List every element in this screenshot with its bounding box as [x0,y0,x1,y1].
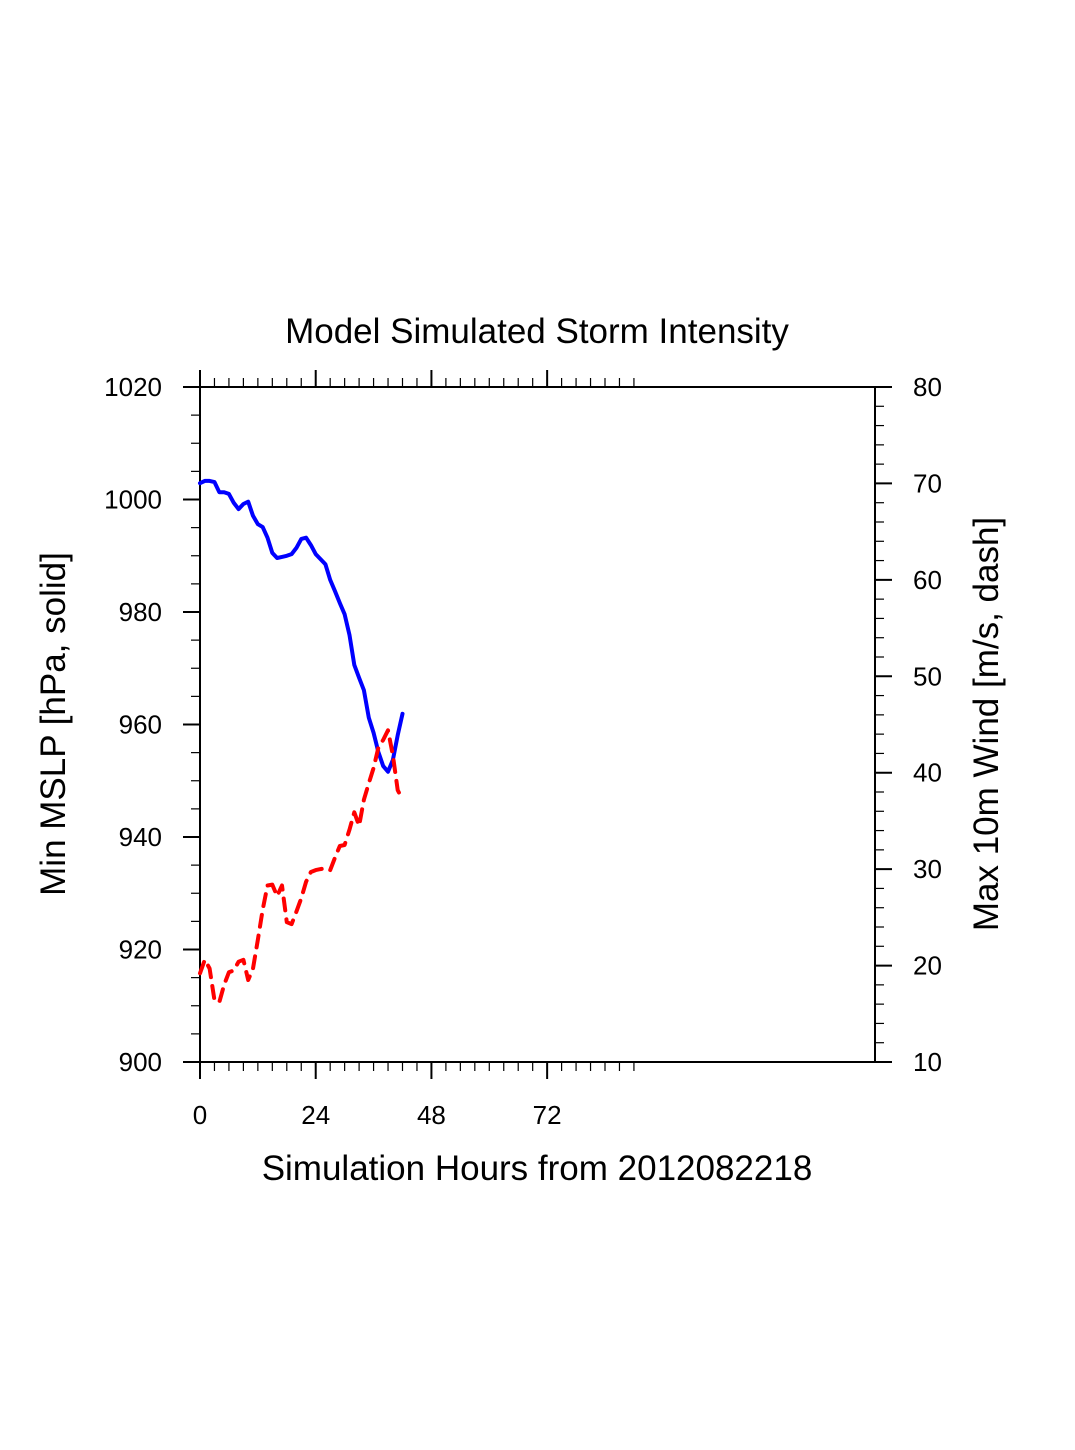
plot-frame [199,386,876,1063]
x-tick-label: 72 [533,1100,562,1130]
min-mslp-line [198,478,405,774]
x-tick-label: 0 [193,1100,207,1130]
y-right-tick-label: 50 [913,661,942,691]
y-right-tick-label: 60 [913,565,942,595]
y-right-tick-label: 70 [913,468,942,498]
y-axis-label-left: Min MSLP [hPa, solid] [34,552,73,896]
y-left-tick-label: 960 [119,710,162,740]
series-layer [198,478,405,1005]
y-left-tick-label: 940 [119,822,162,852]
y-axis-label-right: Max 10m Wind [m/s, dash] [967,517,1006,931]
axis-ticks [183,370,892,1079]
x-tick-label: 48 [417,1100,446,1130]
y-left-tick-label: 920 [119,935,162,965]
max-wind-line [198,728,405,1005]
y-right-tick-label: 80 [913,372,942,402]
y-left-tick-label: 980 [119,597,162,627]
x-axis-label: Simulation Hours from 2012082218 [262,1149,813,1188]
y-right-tick-label: 10 [913,1047,942,1077]
y-right-tick-label: 20 [913,951,942,981]
y-left-tick-label: 1020 [104,372,162,402]
y-right-tick-label: 30 [913,854,942,884]
tick-labels: 0 24 48 72900920940960980100010201020304050… [104,372,942,1130]
chart-title: Model Simulated Storm Intensity [285,312,789,351]
y-left-tick-label: 900 [119,1047,162,1077]
y-right-tick-label: 40 [913,758,942,788]
y-left-tick-label: 1000 [104,485,162,515]
x-tick-label: 24 [301,1100,330,1130]
